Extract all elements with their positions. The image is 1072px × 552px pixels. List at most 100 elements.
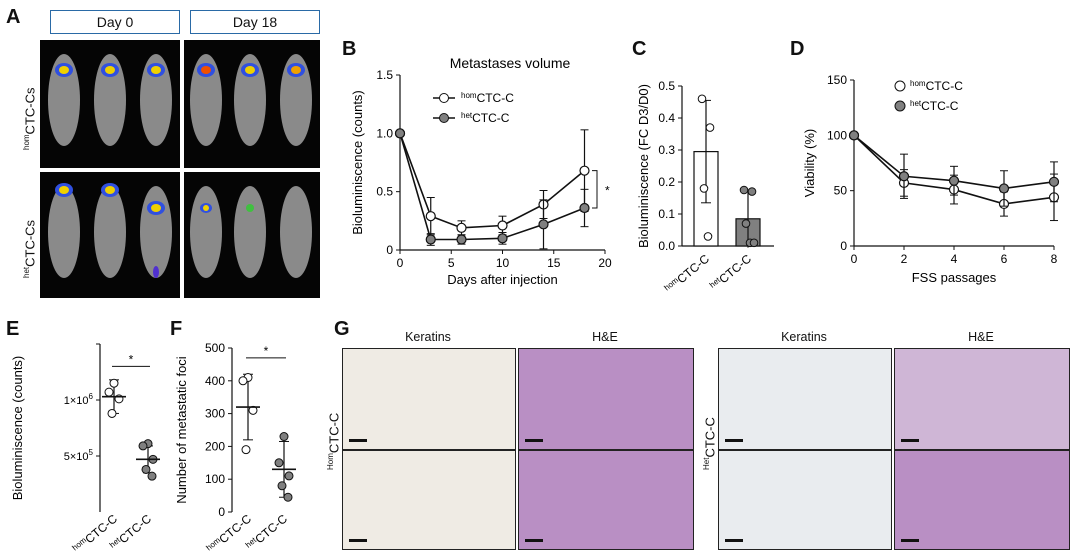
scale-bar	[349, 539, 367, 542]
y-axis-label: Viability (%)	[802, 129, 817, 197]
panel-letter-e: E	[6, 318, 20, 340]
row-label-main: CTC-Cs	[22, 87, 38, 135]
scale-bar	[525, 439, 543, 442]
y-tick-label: 5×105	[64, 448, 94, 463]
legend-label: homCTC-C	[910, 79, 963, 93]
g-row-label-hom: HomCTC-C	[326, 413, 341, 470]
data-point	[283, 492, 293, 502]
y-tick-label: 300	[205, 407, 225, 421]
data-point	[284, 471, 294, 481]
day0-label: Day 0	[50, 10, 180, 34]
y-tick-label: 0	[386, 243, 393, 257]
y-tick-label: 500	[205, 341, 225, 355]
row-label-main: CTC-C	[326, 412, 342, 454]
x-tick-label: 0	[851, 252, 858, 266]
chart-b: 0 5 10 15 20 0 0.5 1.0 1.5 Days after injection Bi…	[350, 55, 612, 287]
mice-photo-hom-day0	[40, 40, 180, 168]
data-point	[1048, 176, 1060, 187]
legend-label: hetCTC-C	[910, 99, 959, 113]
x-category-label: hetCTC-C	[244, 511, 290, 552]
panel-letter-b: B	[342, 38, 357, 60]
g-title-he-het: H&E	[968, 330, 994, 344]
y-tick-label: 400	[205, 374, 225, 388]
mice-photo-het-day0	[40, 172, 180, 298]
row-label-sup: het	[22, 266, 31, 278]
day18-label: Day 18	[190, 10, 320, 34]
data-point	[238, 376, 248, 386]
histology-he-het-high	[894, 450, 1070, 550]
legend-marker	[894, 100, 906, 112]
data-point	[579, 202, 590, 214]
mice-silhouettes	[190, 54, 312, 146]
histology-keratins-hom-low	[342, 348, 516, 450]
y-tick-label: 0.5	[376, 185, 393, 199]
data-point	[898, 171, 910, 182]
y-tick-label: 0.4	[658, 111, 675, 125]
data-point	[948, 175, 960, 186]
data-point	[279, 432, 289, 442]
row-label-sup: Hom	[326, 453, 335, 470]
row-label-hom-ctc-cs: homCTC-Cs	[22, 88, 37, 151]
data-point	[425, 211, 436, 222]
histology-he-hom-high	[518, 450, 694, 550]
y-tick-label: 0.2	[658, 175, 675, 189]
y-tick-label: 0	[218, 505, 225, 519]
y-tick-label: 1.5	[376, 68, 393, 82]
x-tick-label: 5	[448, 256, 455, 270]
histology-keratins-het-high	[718, 450, 892, 550]
scale-bar	[725, 539, 743, 542]
panel-letter-g: G	[334, 318, 350, 340]
data-point	[394, 128, 406, 139]
data-point	[241, 445, 251, 455]
x-tick-label: 6	[1001, 252, 1008, 266]
x-tick-label: 4	[951, 252, 958, 266]
data-point	[107, 408, 117, 418]
scale-bar	[901, 539, 919, 542]
legend-label: hetCTC-C	[461, 111, 510, 125]
data-point	[741, 219, 751, 228]
histology-he-hom-low	[518, 348, 694, 450]
row-label-het-ctc-cs: hetCTC-Cs	[22, 220, 37, 278]
histology-keratins-het-low	[718, 348, 892, 450]
x-tick-label: 0	[397, 256, 404, 270]
row-label-sup: hom	[22, 134, 31, 150]
mice-silhouettes	[48, 183, 172, 278]
scale-bar	[725, 439, 743, 442]
x-category-label: hetCTC-C	[708, 251, 754, 293]
histology-keratins-hom-high	[342, 450, 516, 550]
data-point	[141, 464, 151, 474]
y-tick-label: 1.0	[376, 126, 393, 140]
series-line	[399, 133, 586, 229]
data-point	[705, 123, 715, 132]
y-tick-label: 0.3	[658, 143, 675, 157]
row-label-main: CTC-C	[702, 417, 718, 458]
g-title-he-hom: H&E	[592, 330, 618, 344]
legend-marker	[894, 80, 906, 92]
data-point	[425, 234, 436, 245]
data-point	[699, 184, 709, 193]
data-point	[277, 481, 287, 491]
y-axis-label: Bioluminiscence (counts)	[10, 356, 25, 501]
x-axis-label: Days after injection	[447, 272, 558, 287]
g-title-keratins-hom: Keratins	[405, 330, 451, 344]
g-title-keratins-het: Keratins	[781, 330, 827, 344]
mice-photo-hom-day18	[184, 40, 320, 168]
y-tick-label: 0.5	[658, 79, 675, 93]
mice-silhouettes	[48, 54, 172, 146]
row-label-sup: Het	[702, 457, 711, 470]
data-point	[998, 183, 1010, 194]
mice-silhouettes	[190, 186, 312, 278]
x-tick-label: 8	[1051, 252, 1058, 266]
y-tick-label: 150	[827, 73, 847, 87]
legend-marker	[439, 93, 449, 103]
significance-star: *	[264, 344, 269, 358]
data-point	[579, 165, 590, 176]
data-point	[138, 441, 148, 451]
y-axis-label: Bioluminiscence (FC D3/D0)	[636, 84, 651, 248]
data-point	[109, 378, 119, 388]
chart-title: Metastases volume	[450, 55, 571, 71]
data-point	[848, 130, 860, 141]
data-point	[497, 233, 508, 244]
y-tick-label: 200	[205, 439, 225, 453]
